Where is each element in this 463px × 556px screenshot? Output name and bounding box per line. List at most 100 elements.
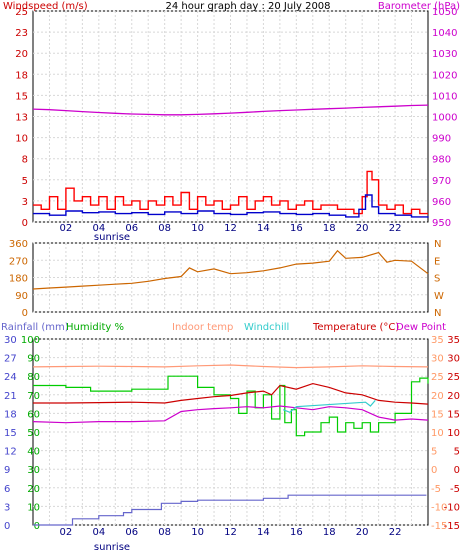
series-temperature-c: [33, 382, 429, 405]
temp-tick-5: 5: [454, 447, 460, 458]
wind-baro-panel: 0 3 5 8 10 13 15 18 20 23 25 950 960 970 980 990 1000 10…: [3, 1, 460, 243]
windspeed-tick-5: 5: [22, 176, 28, 187]
barometer-tick-1020: 1020: [432, 70, 457, 81]
x-tick-08: 08: [158, 527, 171, 538]
rain-tick-24: 24: [4, 372, 17, 383]
x-tick-14: 14: [257, 527, 270, 538]
x-tick-16: 16: [290, 223, 303, 234]
dew-point-label: Dew Point: [396, 322, 446, 333]
humidity-label: Humidity %: [66, 322, 124, 333]
temp-tick-30: 30: [447, 354, 460, 365]
compass-tick-n: N: [434, 239, 441, 250]
barometer-tick-1000: 1000: [432, 113, 457, 124]
x-tick-10: 10: [191, 223, 204, 234]
rain-tick-18: 18: [4, 409, 17, 420]
indoor-temp-tick-20: 20: [431, 391, 444, 402]
temp-tick-15: 15: [447, 409, 460, 420]
rain-tick-9: 9: [4, 465, 10, 476]
temp-humidity-series: [32, 364, 429, 526]
barometer-tick-1010: 1010: [432, 91, 457, 102]
x-tick-22: 22: [389, 223, 402, 234]
barometer-axis: 950 960 970 980 990 1000 1010 1020 1030 1040 1050: [432, 7, 457, 229]
series-wind-direction: [32, 249, 429, 290]
rain-tick-12: 12: [4, 447, 17, 458]
humidity-tick-70: 70: [27, 391, 40, 402]
wind-baro-x-axis: 02 04 06 08 10 12 14 16 18 20 22: [60, 223, 402, 234]
indoor-temp-axis: -15 -10 -5 0 5 10 15 20 25 30 35: [431, 335, 447, 532]
humidity-tick-50: 50: [27, 428, 40, 439]
barometer-tick-970: 970: [432, 176, 451, 187]
temperature-axis: -15 -10 -5 0 5 10 15 20 25 30 35: [444, 335, 460, 532]
indoor-temp-tick-5: -5: [431, 484, 441, 495]
series-windspeed-m-s: [33, 194, 429, 218]
humidity-tick-40: 40: [27, 447, 40, 458]
series-rainfall-mm: [33, 494, 427, 526]
sunrise-label-bottom: sunrise: [94, 542, 130, 553]
rain-tick-27: 27: [4, 354, 17, 365]
indoor-temp-tick-0: 0: [431, 465, 437, 476]
wind-baro-series: [32, 104, 429, 218]
x-tick-10: 10: [191, 527, 204, 538]
windspeed-tick-15: 15: [15, 91, 28, 102]
rain-tick-15: 15: [4, 428, 17, 439]
direction-tick-360: 360: [9, 239, 28, 250]
barometer-tick-1040: 1040: [432, 28, 457, 39]
x-tick-14: 14: [257, 223, 270, 234]
sunrise-label-top: sunrise: [94, 232, 130, 243]
windchill-label: Windchill: [244, 322, 289, 333]
temp-tick-10: -10: [444, 502, 460, 513]
barometer-axis-label: Barometer (hPa): [378, 1, 460, 12]
windspeed-tick-23: 23: [15, 28, 28, 39]
temperature-label: Temperature (°C): [312, 322, 399, 333]
x-tick-18: 18: [323, 527, 336, 538]
compass-tick-s: S: [434, 274, 440, 285]
direction-tick-270: 270: [9, 256, 28, 267]
rainfall-label: Rainfall (mm): [1, 322, 69, 333]
humidity-tick-100: 100: [21, 335, 40, 346]
x-tick-06: 06: [125, 223, 138, 234]
rain-tick-3: 3: [4, 502, 10, 513]
temp-tick-5: -5: [450, 484, 460, 495]
humidity-tick-10: 10: [27, 502, 40, 513]
rain-tick-21: 21: [4, 391, 17, 402]
windspeed-tick-3: 3: [22, 197, 28, 208]
series-wind-gust: [33, 170, 428, 215]
windspeed-tick-8: 8: [22, 155, 28, 166]
humidity-tick-80: 80: [27, 372, 40, 383]
x-tick-02: 02: [60, 527, 73, 538]
temp-tick-35: 35: [447, 335, 460, 346]
wind-direction-series: [32, 249, 429, 290]
indoor-temp-tick-15: 15: [431, 409, 444, 420]
windspeed-tick-0: 0: [22, 218, 28, 229]
temp-tick-10: 10: [447, 428, 460, 439]
barometer-tick-1030: 1030: [432, 49, 457, 60]
x-tick-20: 20: [356, 223, 369, 234]
humidity-tick-20: 20: [27, 484, 40, 495]
x-tick-16: 16: [290, 527, 303, 538]
rain-tick-30: 30: [4, 335, 17, 346]
windspeed-tick-10: 10: [15, 134, 28, 145]
rain-tick-0: 0: [4, 521, 10, 532]
humidity-tick-0: 0: [34, 521, 40, 532]
temp-tick-25: 25: [447, 372, 460, 383]
direction-tick-90: 90: [15, 291, 28, 302]
barometer-tick-1050: 1050: [432, 7, 457, 18]
indoor-temp-tick-30: 30: [431, 354, 444, 365]
x-tick-04: 04: [92, 223, 105, 234]
direction-degree-axis: 0 90 180 270 360: [9, 239, 28, 319]
wind-direction-grid: [33, 242, 428, 313]
barometer-tick-950: 950: [432, 218, 451, 229]
graph-title: 24 hour graph day : 20 July 2008: [165, 1, 330, 12]
x-tick-02: 02: [60, 223, 73, 234]
humidity-tick-90: 90: [27, 354, 40, 365]
windspeed-tick-25: 25: [15, 7, 28, 18]
compass-tick-w: W: [434, 291, 444, 302]
rainfall-axis: 0 3 6 9 12 15 18 21 24 27 30: [4, 335, 17, 532]
rain-tick-6: 6: [4, 484, 10, 495]
windspeed-tick-18: 18: [15, 70, 28, 81]
series-humidity: [33, 375, 429, 437]
x-tick-18: 18: [323, 223, 336, 234]
temp-tick-0: 0: [454, 465, 460, 476]
